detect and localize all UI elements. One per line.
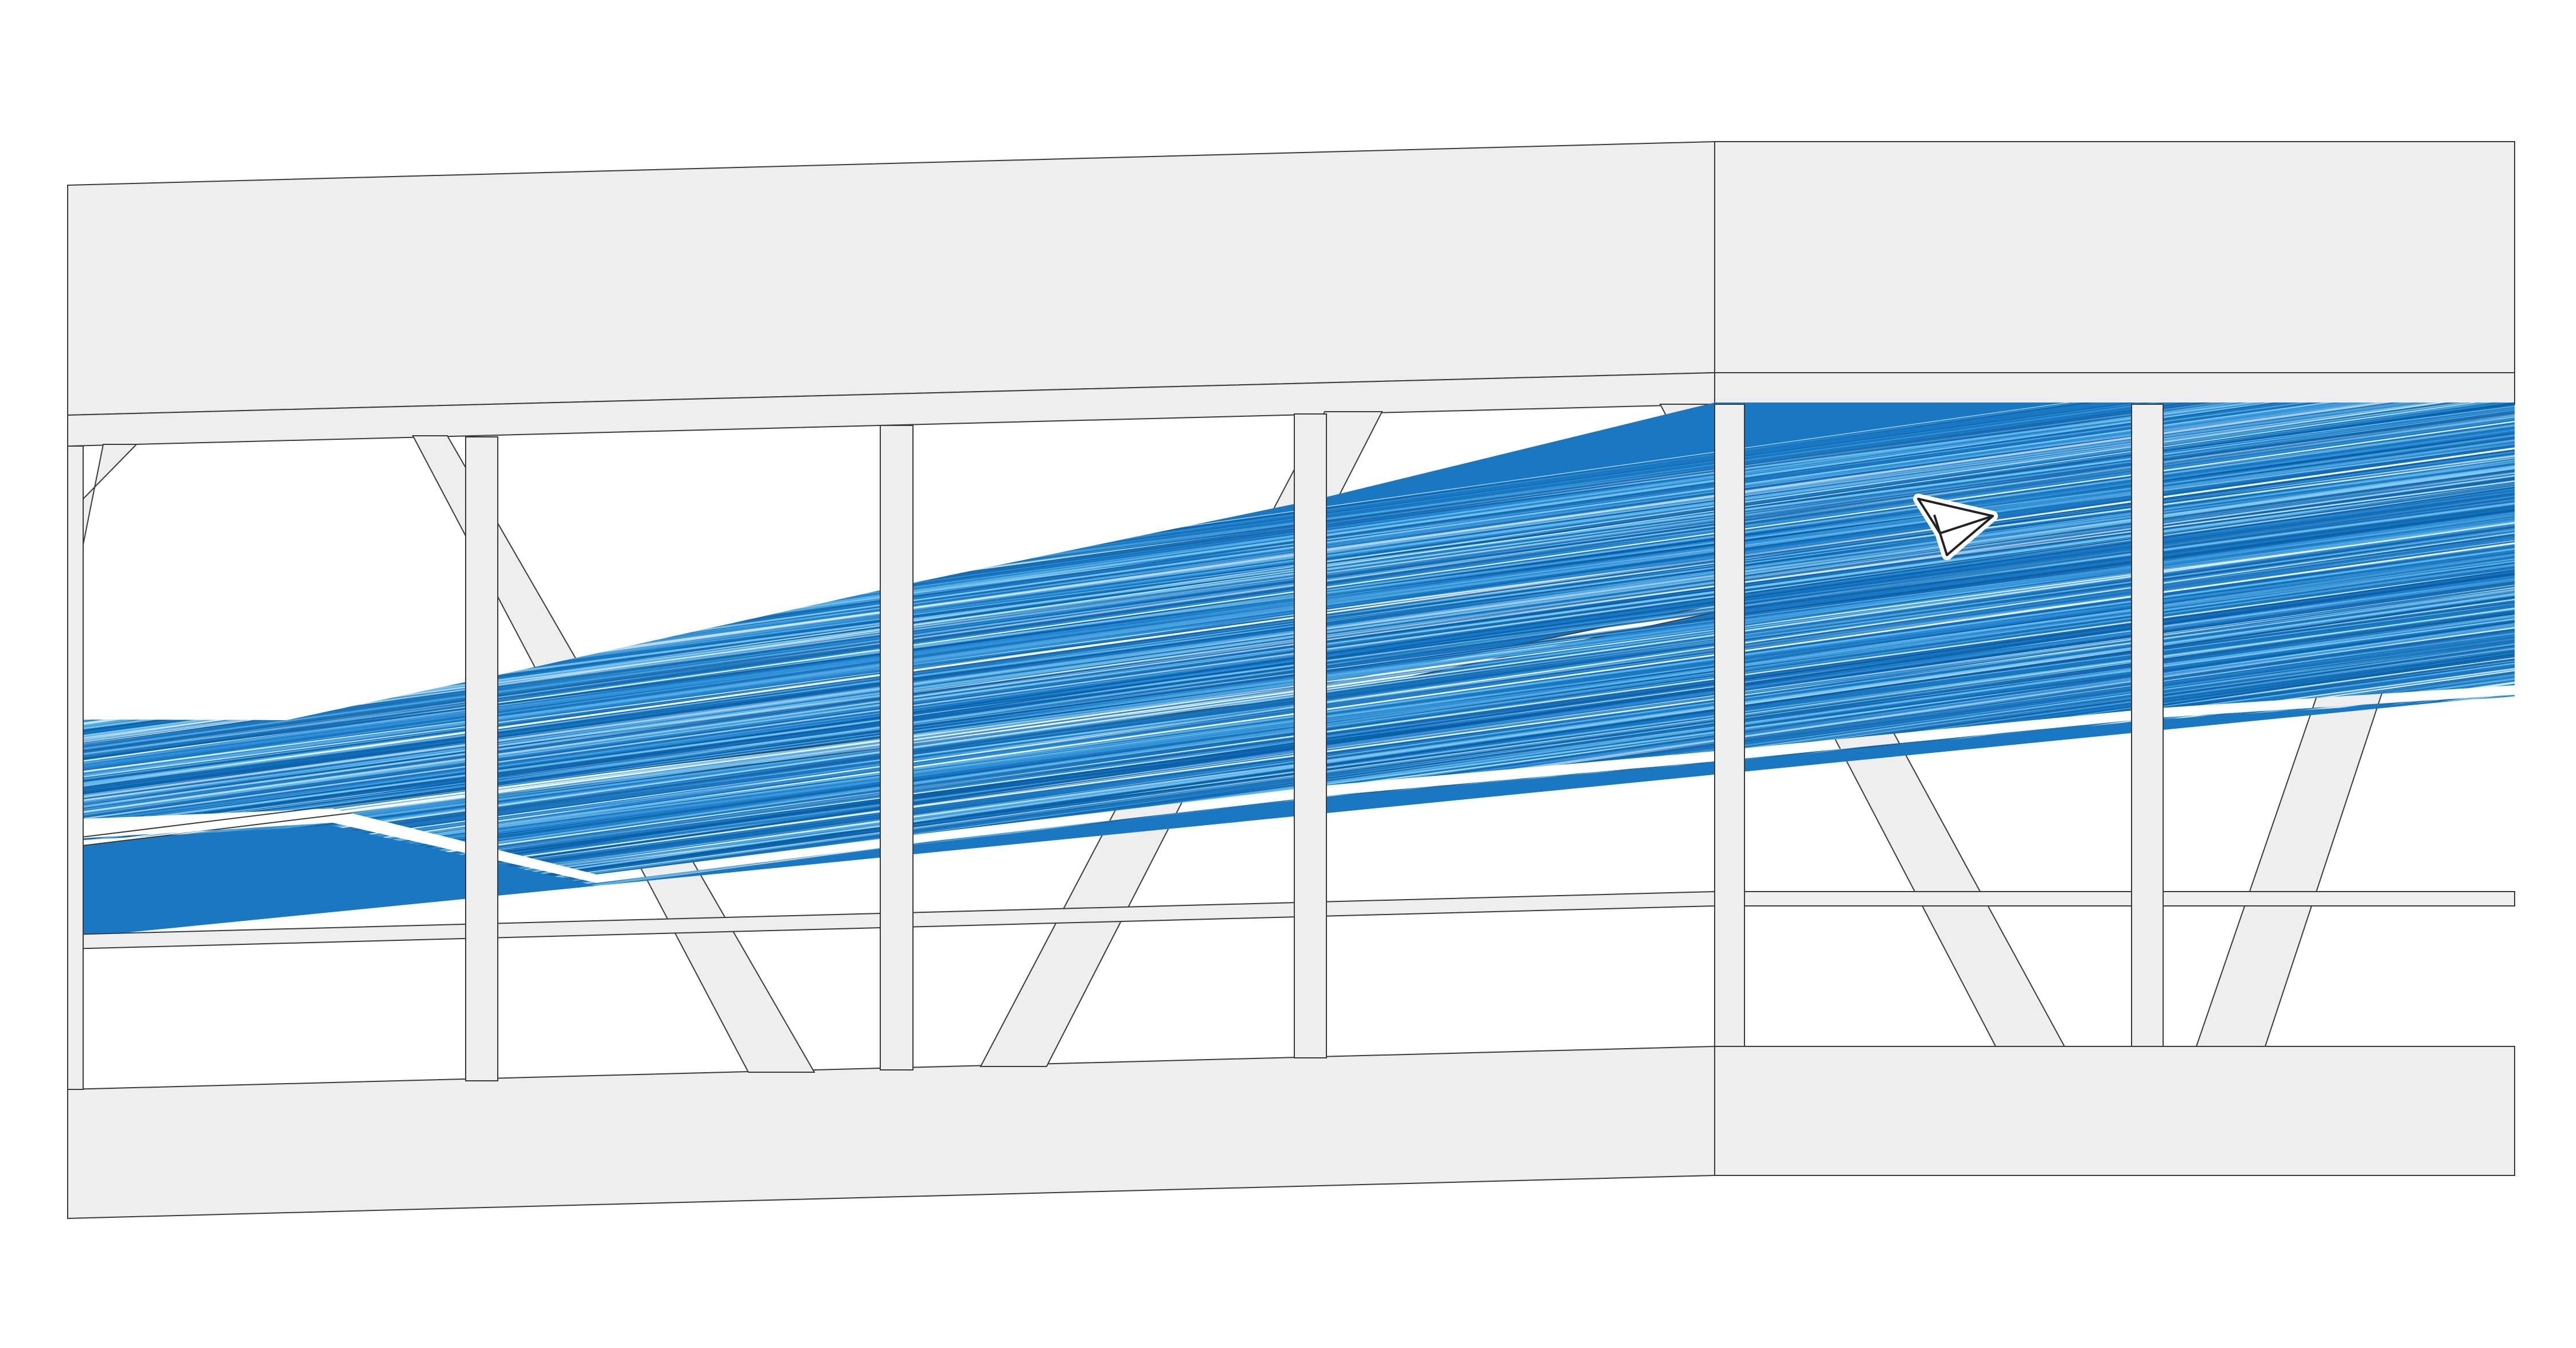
truss-posts [67, 404, 2164, 1090]
vertical-post [465, 436, 498, 1081]
vertical-post [1294, 413, 1327, 1058]
top-rail-right [1714, 372, 2515, 405]
bottom-chord-right [1714, 1046, 2515, 1176]
paper-plane-icon [1913, 494, 1998, 560]
vertical-post [1714, 404, 1745, 1047]
vertical-post [67, 446, 84, 1090]
vertical-post [2131, 404, 2164, 1047]
lower-rail-right [1714, 891, 2515, 907]
vertical-post [880, 425, 914, 1070]
diagonal-member [83, 444, 138, 545]
top-chord-left [67, 140, 1715, 416]
bottom-chord-left [67, 1045, 1715, 1220]
top-chord-right [1714, 141, 2515, 373]
